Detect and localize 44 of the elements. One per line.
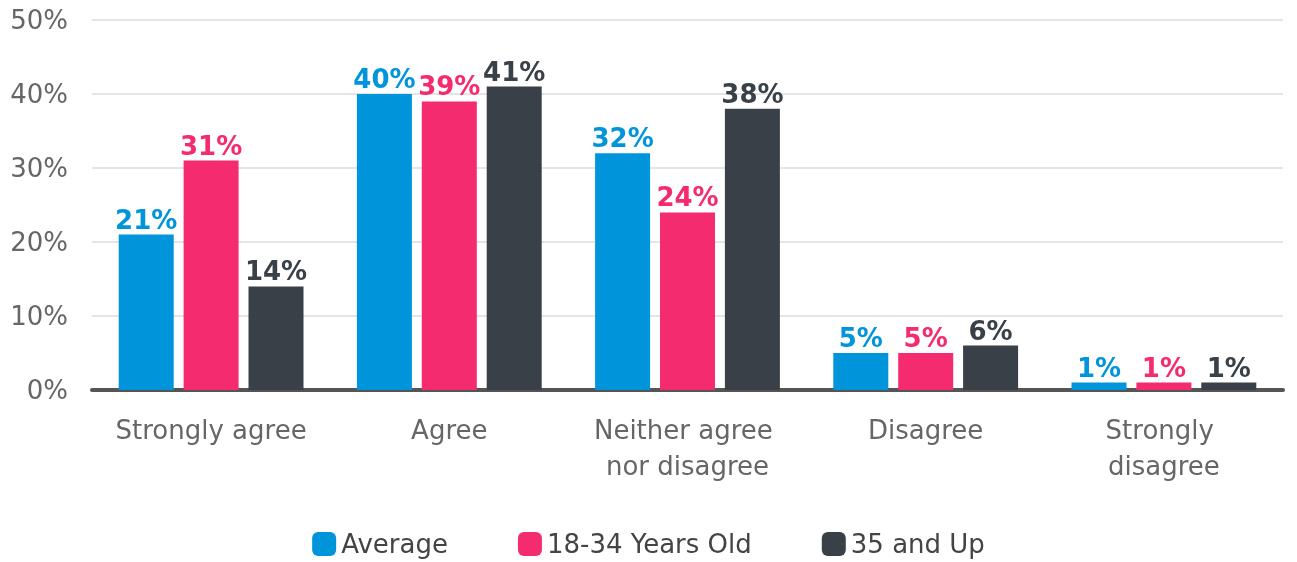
y-tick-label: 20% [10, 227, 68, 257]
data-label: 32% [591, 123, 654, 154]
bar [898, 353, 954, 390]
data-label: 31% [179, 130, 243, 161]
y-tick-label: 50% [10, 5, 68, 35]
bar [833, 353, 889, 390]
data-label: 1% [1076, 352, 1122, 383]
data-label: 41% [483, 56, 546, 87]
y-tick-label: 40% [10, 79, 68, 109]
x-tick-label: Strongly disagree [1105, 415, 1223, 481]
bar [595, 153, 651, 390]
bar [963, 345, 1019, 390]
x-tick-label: Disagree [868, 415, 984, 445]
y-tick-label: 0% [26, 375, 68, 405]
bar [1136, 382, 1192, 390]
bar [1201, 382, 1257, 390]
legend-label: 35 and Up [850, 529, 985, 559]
legend-label: 18-34 Years Old [546, 529, 752, 559]
data-label: 14% [244, 256, 308, 287]
data-label: 39% [418, 71, 481, 102]
data-label: 24% [656, 182, 719, 213]
x-tick-label: Strongly agree [115, 415, 307, 445]
bar [486, 86, 542, 390]
data-label: 1% [1206, 352, 1251, 383]
legend-label: Average [341, 529, 448, 559]
bar [724, 108, 780, 390]
bar [1071, 382, 1127, 390]
data-label: 5% [903, 323, 948, 353]
bar [248, 286, 304, 390]
data-label: 40% [353, 64, 416, 94]
bar [356, 94, 412, 390]
bar [421, 101, 477, 390]
y-tick-label: 10% [10, 301, 68, 331]
x-tick-label: Agree [411, 415, 488, 445]
data-label: 1% [1141, 352, 1186, 383]
x-tick-label: Neither agree nor disagree [593, 415, 782, 481]
data-label: 38% [721, 78, 784, 109]
bar [660, 212, 715, 390]
data-label: 21% [115, 204, 178, 235]
bar [183, 160, 239, 390]
y-tick-label: 30% [10, 153, 68, 183]
data-label: 5% [838, 323, 883, 353]
data-label: 6% [968, 315, 1013, 346]
bar [118, 234, 174, 390]
